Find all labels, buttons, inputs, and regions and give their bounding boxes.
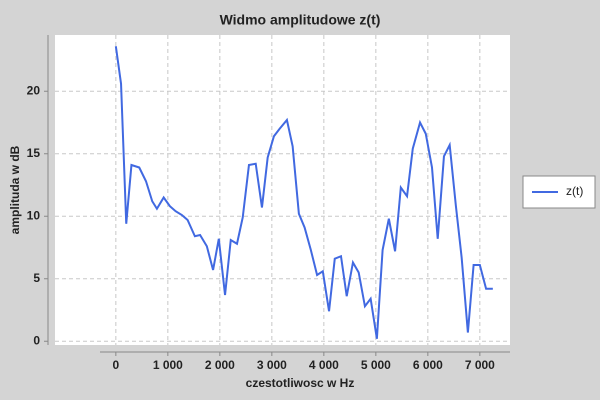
x-tick-label: 1 000 [153,358,183,372]
x-tick-label: 4 000 [309,358,339,372]
x-tick-label: 6 000 [413,358,443,372]
y-tick-label: 20 [27,83,41,97]
legend-label: z(t) [566,184,583,198]
line-series [114,46,493,339]
x-axis-label: czestotliwosc w Hz [246,376,355,390]
y-axis-label: amplituda w dB [8,145,22,234]
x-tick-label: 3 000 [257,358,287,372]
x-tick-label: 7 000 [465,358,495,372]
x-tick-label: 2 000 [205,358,235,372]
x-tick-label: 5 000 [361,358,391,372]
y-tick-label: 0 [33,333,40,347]
x-tick-label: 0 [112,358,119,372]
y-tick-label: 10 [27,208,41,222]
chart-title: Widmo amplitudowe z(t) [220,12,381,28]
y-tick-label: 15 [27,146,41,160]
y-tick-label: 5 [33,271,40,285]
